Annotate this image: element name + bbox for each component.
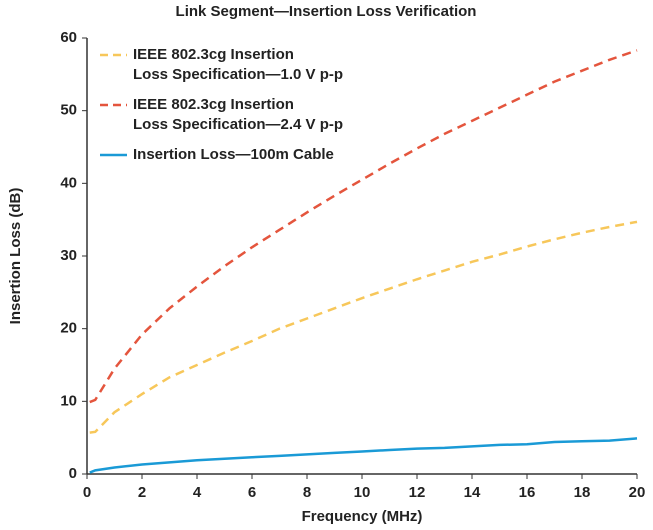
y-tick-label: 0 bbox=[69, 465, 77, 482]
x-tick-label: 6 bbox=[248, 484, 256, 501]
series-line bbox=[89, 220, 638, 434]
x-axis-label: Frequency (MHz) bbox=[302, 508, 423, 525]
x-tick-label: 4 bbox=[193, 484, 202, 501]
y-tick-label: 50 bbox=[60, 102, 77, 119]
x-tick-label: 16 bbox=[519, 484, 536, 501]
chart-title: Link Segment—Insertion Loss Verification bbox=[176, 3, 477, 20]
series-line bbox=[89, 437, 638, 474]
y-tick-label: 10 bbox=[60, 392, 77, 409]
y-axis-label: Insertion Loss (dB) bbox=[7, 188, 24, 325]
y-tick-label: 60 bbox=[60, 29, 77, 46]
x-tick-label: 20 bbox=[629, 484, 646, 501]
x-tick-label: 8 bbox=[303, 484, 311, 501]
x-tick-label: 12 bbox=[409, 484, 426, 501]
y-tick-label: 40 bbox=[60, 174, 77, 191]
y-tick-label: 20 bbox=[60, 320, 77, 337]
x-tick-label: 14 bbox=[464, 484, 481, 501]
y-tick-label: 30 bbox=[60, 247, 77, 264]
x-tick-label: 18 bbox=[574, 484, 591, 501]
legend-label: IEEE 802.3cg Insertion Loss Specificatio… bbox=[133, 46, 344, 83]
legend-label: IEEE 802.3cg Insertion Loss Specificatio… bbox=[133, 96, 344, 133]
x-tick-label: 0 bbox=[83, 484, 91, 501]
legend-label: Insertion Loss—100m Cable bbox=[133, 146, 334, 163]
series-line bbox=[89, 49, 638, 404]
x-tick-label: 10 bbox=[354, 484, 371, 501]
x-tick-label: 2 bbox=[138, 484, 146, 501]
